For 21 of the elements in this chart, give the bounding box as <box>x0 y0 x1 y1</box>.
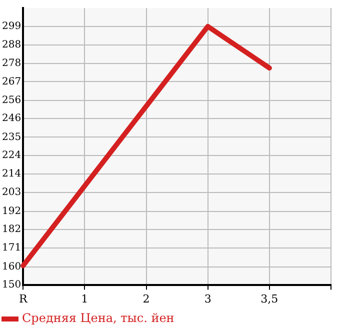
y-tick-label: 182 <box>2 224 22 236</box>
y-tick-label: 224 <box>2 150 22 162</box>
y-tick-label: 235 <box>2 132 22 143</box>
y-tick-label: 278 <box>2 58 22 69</box>
x-tick-label: 3 <box>204 292 212 306</box>
y-tick-label: 288 <box>2 39 22 50</box>
legend-label: Средняя Цена, тыс. йен <box>22 311 174 326</box>
y-tick-label: 246 <box>2 113 22 124</box>
x-tick-label: 2 <box>142 292 150 306</box>
y-tick-label: 160 <box>2 261 22 272</box>
x-tick-label: 3,5 <box>260 292 278 306</box>
x-tick-label: R <box>18 292 28 306</box>
x-tick-label: 1 <box>81 292 88 306</box>
y-tick-label: 203 <box>2 187 22 198</box>
y-tick-label: 214 <box>2 168 22 180</box>
y-tick-label: 299 <box>2 20 22 32</box>
y-tick-label: 267 <box>2 76 22 88</box>
y-tick-label: 171 <box>2 242 22 254</box>
y-tick-label: 150 <box>2 279 22 290</box>
y-tick-label: 192 <box>2 206 22 217</box>
y-tick-label: 256 <box>2 94 22 106</box>
